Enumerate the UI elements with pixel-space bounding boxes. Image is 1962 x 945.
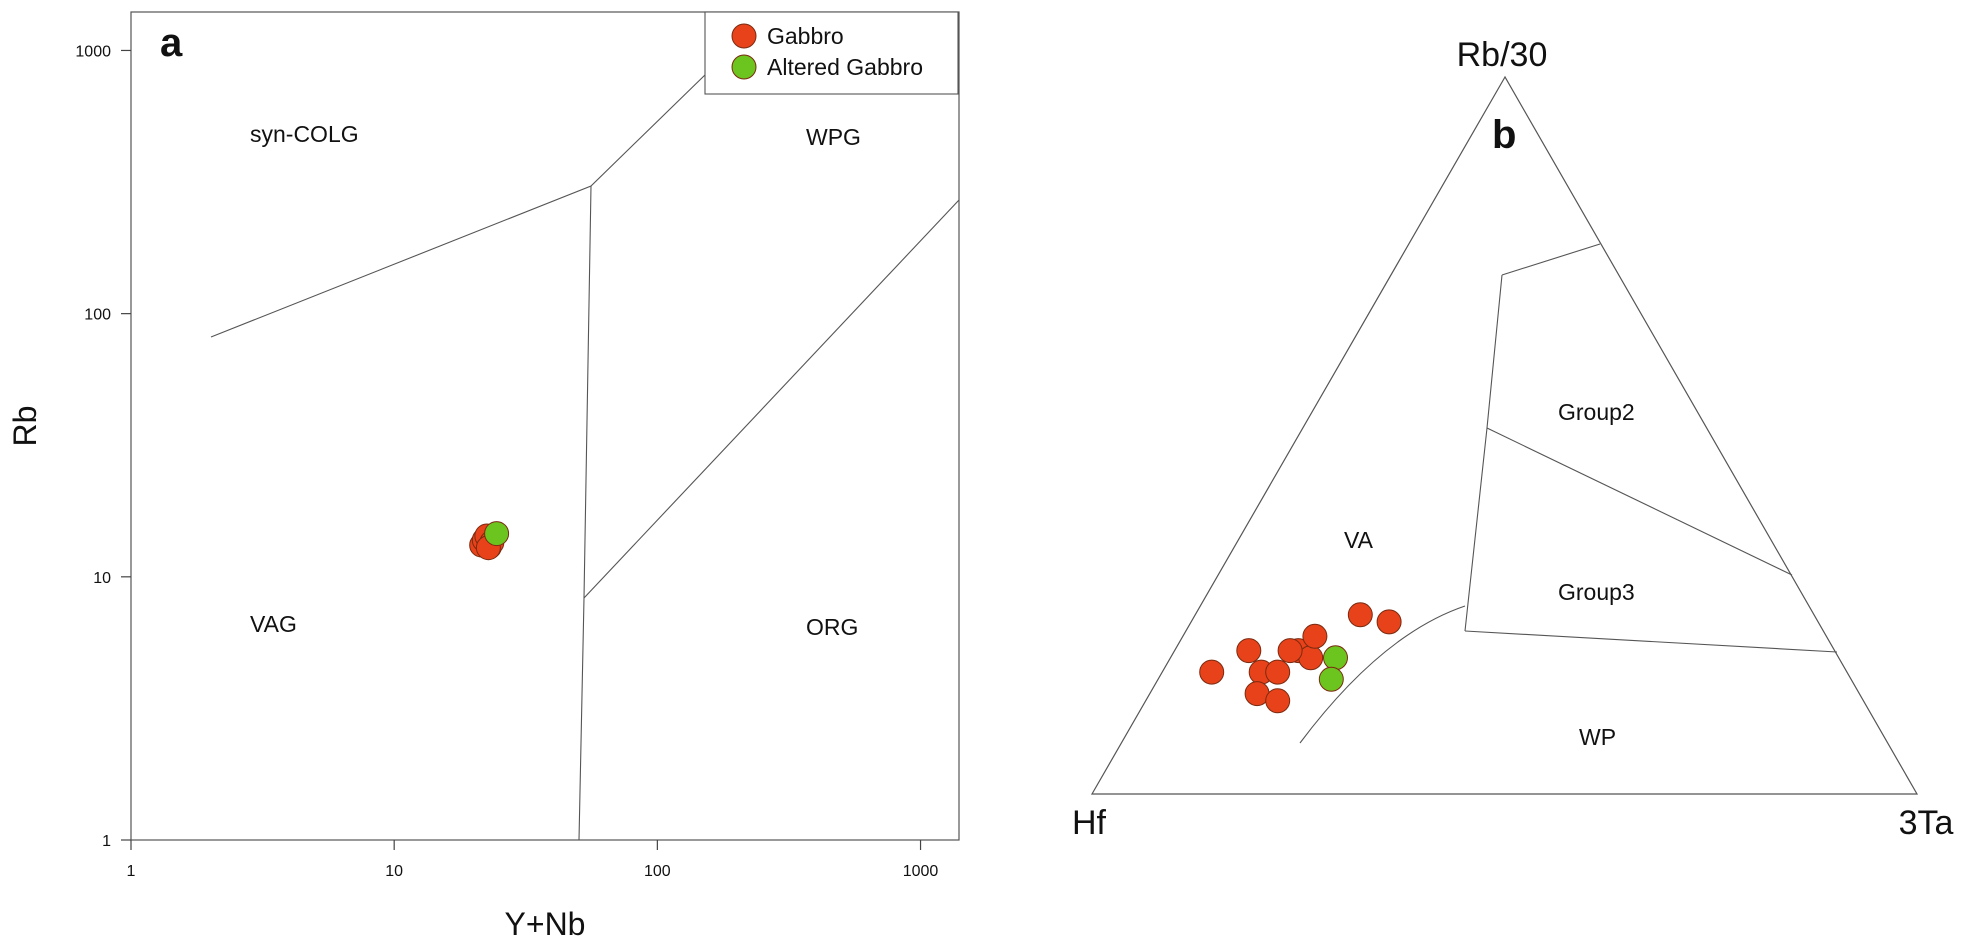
x-tick-label: 1000 — [903, 863, 939, 880]
y-tick-label: 100 — [84, 307, 111, 324]
y-axis-label: Rb — [7, 406, 43, 447]
y-tick-label: 1 — [102, 833, 111, 850]
gabbro-point — [1199, 659, 1225, 685]
gabbro-point — [1265, 659, 1291, 685]
boundary-group2-group3 — [1486, 427, 1793, 576]
panel-b-points — [1199, 602, 1402, 714]
region-label-vag: VAG — [250, 611, 297, 637]
legend: Gabbro Altered Gabbro — [704, 11, 959, 95]
gabbro-point — [1347, 602, 1373, 628]
legend-label-gabbro: Gabbro — [767, 23, 844, 49]
x-tick-label: 1 — [127, 863, 136, 880]
legend-marker-gabbro — [731, 23, 757, 49]
boundary-wpg-org — [583, 199, 960, 599]
panel-a-chart: 1 10 100 1000 1 10 100 1000 syn-COLG WPG VAG O… — [7, 11, 960, 942]
gabbro-point — [1376, 609, 1402, 635]
panel-a-points — [469, 521, 510, 561]
ternary-triangle — [1090, 75, 1919, 795]
boundary-va-wp-curve — [1299, 605, 1466, 744]
y-tick-label: 10 — [93, 570, 111, 587]
panel-a-boundary-lines — [210, 72, 960, 841]
x-tick-label: 10 — [385, 863, 403, 880]
boundary-group2-top — [1501, 243, 1601, 276]
panel-a-plot-frame — [130, 11, 960, 841]
altered-gabbro-point — [1323, 645, 1348, 671]
vertex-label-top: Rb/30 — [1457, 36, 1548, 74]
panel-b-chart: VA Group2 Group3 WP b Rb/30 Hf 3Ta — [1072, 36, 1953, 842]
altered-gabbro-point — [484, 521, 510, 547]
gabbro-point — [1265, 688, 1291, 714]
x-tick-label: 100 — [644, 863, 671, 880]
panel-b-label: b — [1492, 113, 1516, 157]
legend-marker-altered-gabbro — [731, 54, 757, 80]
y-tick-label: 1000 — [75, 43, 111, 60]
panel-a-y-ticks: 1 10 100 1000 — [75, 43, 131, 850]
region-label-wp: WP — [1579, 724, 1616, 750]
gabbro-point — [1302, 623, 1328, 649]
gabbro-point — [1236, 638, 1262, 664]
gabbro-point — [1277, 638, 1303, 664]
boundary-group3-wp — [1464, 630, 1838, 653]
x-axis-label: Y+Nb — [505, 906, 586, 942]
panel-a-label: a — [160, 21, 183, 65]
panel-a-x-ticks: 1 10 100 1000 — [127, 840, 939, 880]
panel-b-boundary-lines — [1299, 243, 1838, 744]
region-label-wpg: WPG — [806, 124, 861, 150]
vertex-label-right: 3Ta — [1899, 804, 1954, 842]
region-label-syn-colg: syn-COLG — [250, 121, 359, 147]
legend-label-altered-gabbro: Altered Gabbro — [767, 54, 923, 80]
region-label-group3: Group3 — [1558, 579, 1635, 605]
region-label-org: ORG — [806, 614, 858, 640]
altered-gabbro-point — [1318, 666, 1344, 692]
vertex-label-left: Hf — [1072, 804, 1107, 842]
region-label-va: VA — [1344, 527, 1374, 553]
region-label-group2: Group2 — [1558, 399, 1635, 425]
